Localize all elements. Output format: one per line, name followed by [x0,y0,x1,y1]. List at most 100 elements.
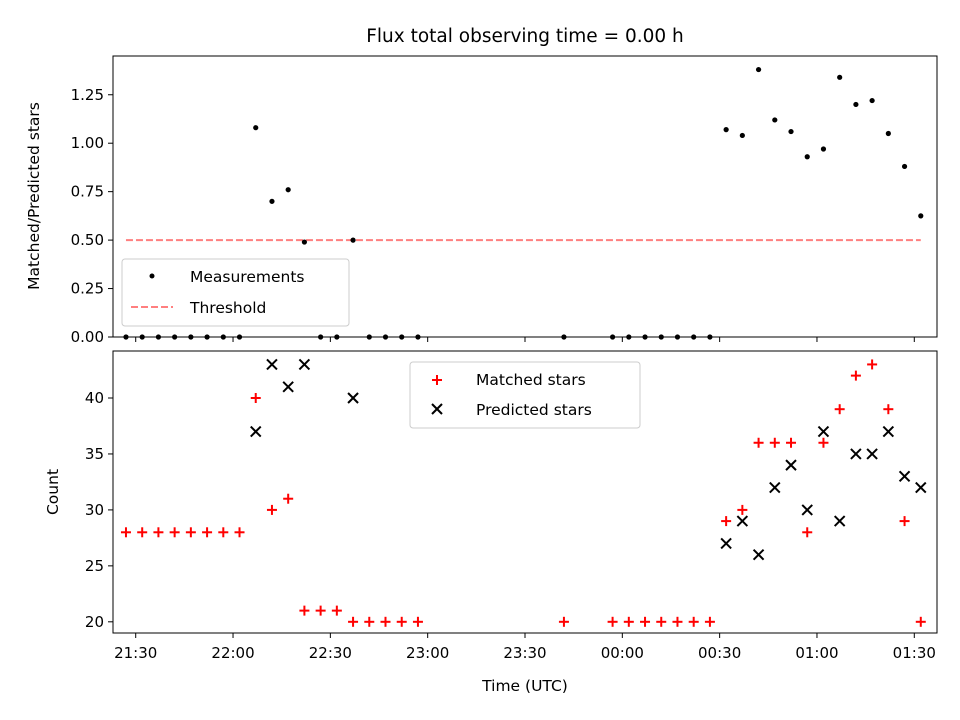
matched-star-point [185,527,196,538]
xtick-label: 01:30 [893,644,936,662]
measurement-point [285,187,291,193]
bottom-ylabel: Count [44,469,62,515]
top-ytick-label: 1.00 [71,134,104,152]
matched-star-point [364,616,375,627]
top-ytick-label: 0.75 [71,183,104,201]
bottom-panel: 20 25 30 35 40 21:30 22:00 22:30 23:00 23:30 00:0… [44,337,938,695]
matched-star-point [867,359,878,370]
predicted-star-point [266,358,278,371]
bottom-ytick-label: 35 [85,445,104,463]
matched-star-point [250,393,261,403]
predicted-star-point [720,537,732,550]
predicted-star-point [882,425,895,438]
matched-star-point [234,527,245,538]
predicted-star-point [915,481,927,494]
legend-matched-marker [432,375,442,385]
xtick-label: 00:00 [601,644,644,662]
matched-star-point [396,616,407,627]
measurement-point [772,117,778,123]
measurement-point [301,239,308,245]
matched-star-point [266,504,277,515]
legend-measurements-marker [149,273,155,279]
measurement-point [723,127,729,133]
predicted-star-point [833,515,846,527]
matched-star-point [283,493,294,504]
matched-star-point [672,616,683,627]
matched-star-point [753,437,764,448]
matched-star-point [218,527,229,538]
xtick-label: 01:00 [795,644,838,662]
matched-star-point [169,527,180,538]
matched-star-point [704,616,715,627]
measurement-point [837,74,843,80]
measurement-point [269,198,275,204]
matched-star-point [688,616,699,627]
bottom-legend-box [409,361,641,429]
matched-star-point [899,516,910,527]
matched-star-point [818,437,829,448]
matched-star-point [137,527,148,538]
matched-star-point [299,605,310,616]
matched-star-point [348,616,359,627]
predicted-star-point [298,358,311,371]
measurement-point [788,128,794,135]
measurement-point [918,213,924,219]
measurement-point [755,66,762,73]
xtick-label: 22:30 [309,644,352,662]
matched-star-point [656,616,667,627]
top-legend: Measurements Threshold [121,258,350,327]
xtick-label: 23:00 [406,644,449,662]
xtick-label: 23:30 [503,644,546,662]
bottom-ytick-label: 25 [85,557,104,575]
matched-star-point [380,616,391,627]
predicted-star-point [866,448,878,460]
matched-star-point [721,516,732,527]
predicted-star-point [250,425,262,438]
top-ytick-label: 1.25 [71,86,104,104]
predicted-star-point [850,448,862,460]
matched-star-point [850,370,861,381]
top-ytick-label: 0.50 [71,231,104,249]
top-ytick-label: 0.25 [71,280,104,298]
matched-star-point [331,605,342,616]
predicted-star-point [898,470,911,483]
legend-predicted-label: Predicted stars [476,401,592,419]
matched-star-point [607,616,618,627]
legend-threshold-label: Threshold [189,299,266,317]
bottom-legend: Matched stars Predicted stars [409,361,641,429]
xtick-label: 21:30 [114,644,157,662]
predicted-star-point [785,459,797,471]
chart-title: Flux total observing time = 0.00 h [366,26,684,47]
measurement-point [901,163,908,170]
predicted-star-point [769,481,781,494]
xtick-label: 22:00 [211,644,254,662]
matched-star-point [202,527,213,538]
legend-matched-label: Matched stars [476,371,586,389]
measurement-point [820,146,827,152]
predicted-star-point [736,515,749,527]
matched-star-point [120,527,131,538]
matched-star-point [412,616,423,627]
predicted-star-point [801,504,813,516]
matched-star-point [786,437,797,448]
matched-star-point [623,616,634,627]
xtick-label: 00:30 [698,644,741,662]
matched-star-point [883,404,894,415]
matched-star-point [802,527,813,538]
predicted-star-point [752,548,765,561]
matched-star-point [737,504,748,515]
top-ylabel: Matched/Predicted stars [25,102,43,290]
measurement-point [350,237,356,243]
predicted-star-point [347,392,359,404]
legend-measurements-label: Measurements [190,268,305,286]
legend-predicted-marker [431,403,443,415]
x-axis-label: Time (UTC) [481,677,568,695]
top-panel: 0.00 0.25 0.50 0.75 1.00 1.25 Matched/Predict… [25,55,938,346]
bottom-ytick-label: 40 [85,389,104,407]
matched-star-point [640,616,651,627]
top-legend-box [121,258,350,327]
matched-star-point [769,437,780,448]
top-ytick-label: 0.00 [71,328,104,346]
matched-star-point [834,404,845,415]
